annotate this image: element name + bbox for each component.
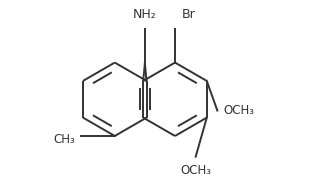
- Text: NH₂: NH₂: [133, 8, 157, 21]
- Text: OCH₃: OCH₃: [223, 104, 254, 117]
- Text: CH₃: CH₃: [53, 133, 75, 146]
- Text: Br: Br: [181, 8, 195, 21]
- Text: OCH₃: OCH₃: [180, 164, 211, 177]
